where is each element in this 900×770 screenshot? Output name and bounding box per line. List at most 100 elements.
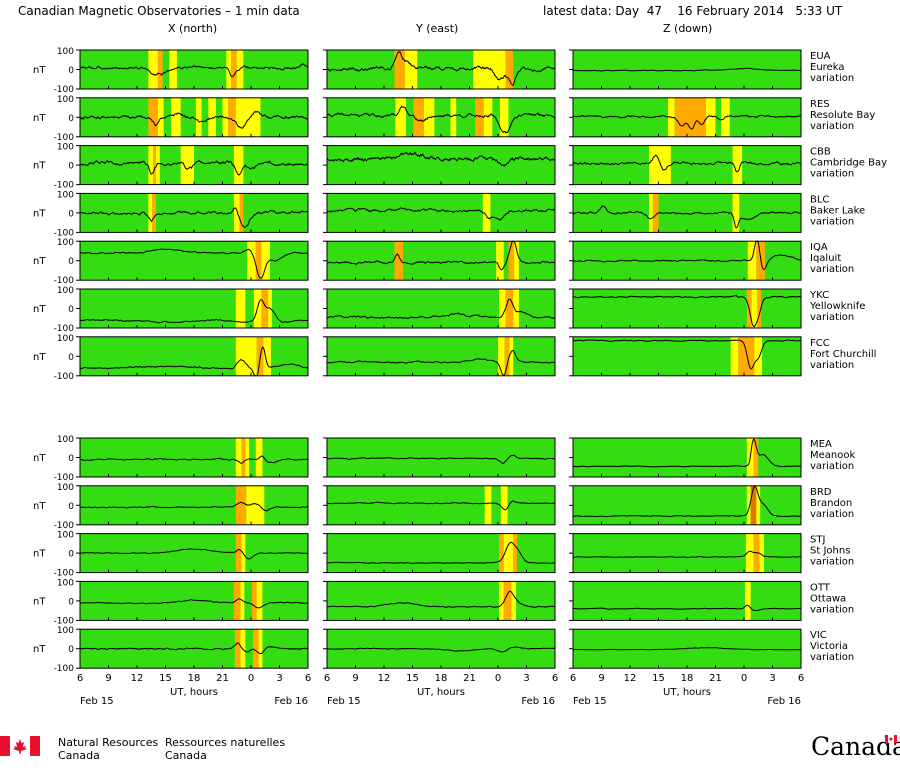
activity-band [450,97,457,137]
station-code-ykc: YKC [809,290,829,301]
activity-band [261,241,270,281]
activity-band [395,97,406,137]
y-tick-label: 100 [57,286,74,296]
activity-band [482,193,491,233]
x-tick-label: 3 [769,673,775,684]
trace-line [79,110,309,129]
trace-line [572,295,802,328]
activity-band [235,336,257,376]
unit-label: nT [33,256,46,267]
activity-band [239,193,244,233]
station-name: Victoria [810,641,848,652]
nrcan-english-name: Natural Resources Canada [58,736,159,762]
station-series-label: variation [810,652,854,663]
x-tick-label: 12 [378,673,391,684]
panel-bg-ykc [80,289,308,328]
activity-band [498,533,504,573]
y-tick-label: -100 [54,324,75,334]
activity-band [233,145,244,185]
panel-bg-ott [327,581,555,621]
station-code-stj: STJ [810,535,825,546]
trace-line [572,550,801,559]
station-code-eua: EUA [810,51,831,62]
activity-band [156,145,160,185]
panel-bg-brd [80,485,308,525]
y-tick-label: 0 [68,645,74,655]
activity-band [496,241,504,281]
unit-label: nT [33,113,46,124]
station-code-fcc: FCC [810,338,830,349]
y-tick-label: 100 [57,47,74,57]
activity-band [746,485,751,525]
activity-band [732,193,740,233]
activity-band [754,336,763,376]
activity-band [498,581,504,621]
x-tick-label: 3 [276,673,282,684]
activity-band [744,581,751,621]
station-code-ott: OTT [810,582,831,593]
station-name: Yellowknife [809,301,865,312]
station-code-brd: BRD [810,487,832,498]
activity-band [233,193,240,233]
x-axis-label: UT, hours [663,687,711,698]
activity-band [759,533,764,573]
station-series-label: variation [810,312,854,323]
activity-band [649,193,653,233]
activity-band [235,438,242,477]
x-start-date-label: Feb 15 [80,696,114,707]
unit-label: nT [33,644,46,655]
panel-bg-mea [80,438,308,477]
station-series-label: variation [810,557,854,568]
trace-line [79,598,309,609]
station-name: St Johns [810,546,850,557]
station-code-res: RES [810,99,830,110]
trace-line [572,240,801,270]
panel-bg-ott [80,581,308,621]
x-tick-label: 3 [523,673,529,684]
unit-label: nT [33,501,46,512]
activity-band [509,336,514,376]
x-tick-label: 6 [305,673,311,684]
unit-label: nT [33,161,46,172]
station-series-label: variation [810,73,854,84]
activity-band [500,485,508,525]
station-name: Fort Churchill [810,349,876,360]
activity-band [233,581,241,621]
activity-band [235,289,246,328]
y-tick-label: 100 [57,143,74,153]
trace-line [573,154,802,173]
station-code-mea: MEA [810,439,832,450]
y-tick-label: 0 [68,114,74,124]
panel-bg-res [327,97,555,137]
activity-band [241,438,246,477]
station-name: Eureka [810,62,844,73]
activity-band [505,50,514,89]
x-tick-label: 15 [159,673,172,684]
activity-band [498,289,506,328]
activity-band [152,193,156,233]
y-tick-label: 100 [57,435,74,445]
x-tick-label: 9 [105,673,111,684]
x-tick-label: 18 [681,673,694,684]
x-start-date-label: Feb 15 [327,696,361,707]
unit-label: nT [33,549,46,560]
y-tick-label: 0 [68,502,74,512]
station-series-label: variation [810,461,854,472]
activity-band [484,485,492,525]
activity-band [513,533,517,573]
trace-line [326,151,556,167]
station-name: Iqaluit [810,253,841,264]
activity-band [674,97,706,137]
activity-band [514,241,519,281]
x-tick-label: 15 [652,673,665,684]
panel-bg-stj [573,533,801,573]
trace-line [572,67,802,72]
y-tick-label: -100 [54,473,75,483]
activity-band [394,50,405,89]
y-tick-label: 100 [57,531,74,541]
y-tick-label: -100 [54,276,75,286]
unit-label: nT [33,596,46,607]
trace-line [326,454,556,464]
station-series-label: variation [810,509,854,520]
